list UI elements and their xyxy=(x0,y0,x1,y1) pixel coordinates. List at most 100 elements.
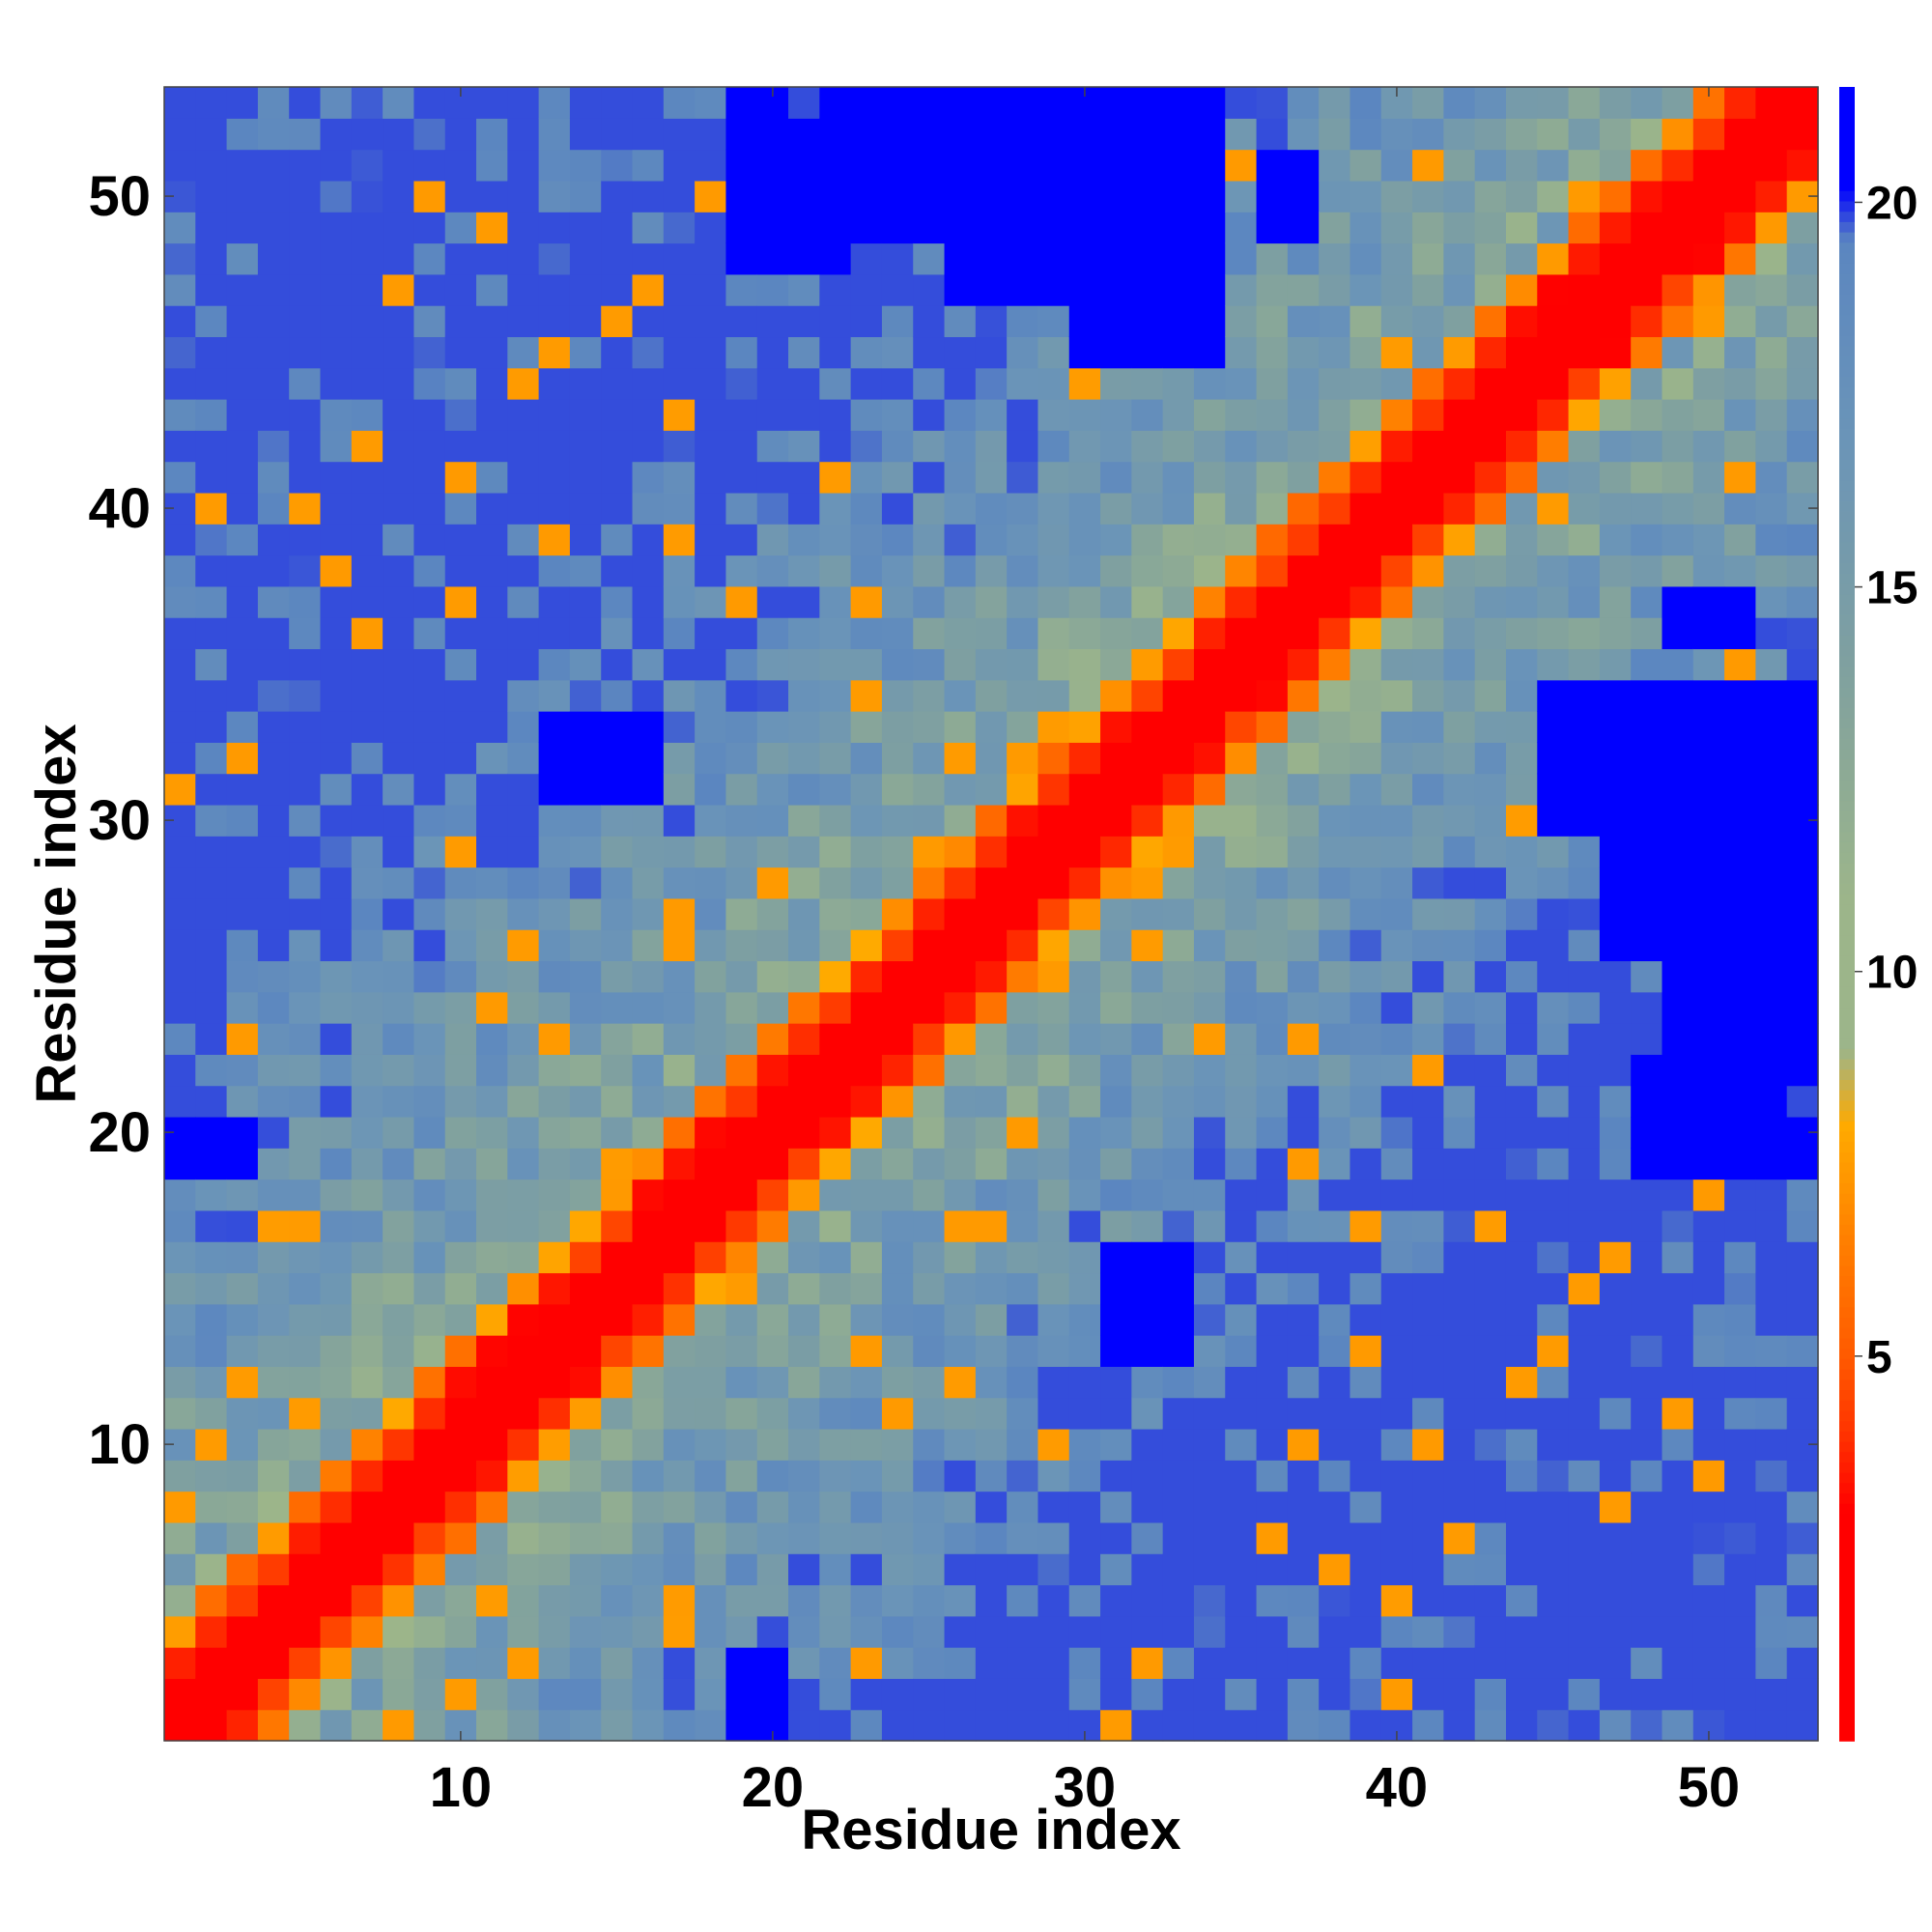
heatmap-cell xyxy=(538,1303,571,1336)
heatmap-cell xyxy=(1631,1366,1663,1399)
heatmap-cell xyxy=(1162,1521,1195,1554)
heatmap-cell xyxy=(850,1116,883,1149)
heatmap-cell xyxy=(413,399,446,431)
heatmap-cell xyxy=(601,991,634,1024)
heatmap-cell xyxy=(164,1148,196,1180)
heatmap-cell xyxy=(819,336,852,369)
heatmap-cell xyxy=(663,149,696,182)
heatmap-cell xyxy=(1662,1241,1694,1274)
heatmap-cell xyxy=(1724,804,1756,837)
heatmap-cell xyxy=(1007,1241,1039,1274)
heatmap-cell xyxy=(351,149,384,182)
heatmap-cell xyxy=(663,1553,696,1586)
heatmap-cell xyxy=(1007,399,1039,431)
heatmap-cell xyxy=(1505,1148,1538,1180)
heatmap-cell xyxy=(944,617,977,650)
heatmap-cell xyxy=(1007,1584,1039,1617)
heatmap-cell xyxy=(507,679,540,712)
heatmap-cell xyxy=(695,617,727,650)
heatmap-cell xyxy=(1131,87,1164,119)
heatmap-cell xyxy=(1786,273,1819,306)
heatmap-cell xyxy=(476,1241,508,1274)
heatmap-cell xyxy=(1631,1460,1663,1492)
heatmap-cell xyxy=(695,273,727,306)
heatmap-cell xyxy=(695,1335,727,1367)
heatmap-cell xyxy=(632,1553,665,1586)
heatmap-cell xyxy=(695,1428,727,1461)
heatmap-cell xyxy=(695,1148,727,1180)
heatmap-cell xyxy=(195,461,228,494)
heatmap-cell xyxy=(257,180,290,213)
heatmap-cell xyxy=(383,1709,415,1742)
heatmap-cell xyxy=(164,273,196,306)
colorbar-segment xyxy=(1839,1544,1855,1556)
heatmap-cell xyxy=(1537,367,1570,400)
heatmap-cell xyxy=(320,367,353,400)
heatmap-cell xyxy=(320,242,353,275)
heatmap-cell xyxy=(850,554,883,587)
heatmap-cell xyxy=(1412,1647,1444,1679)
heatmap-cell xyxy=(1662,1460,1694,1492)
heatmap-cell xyxy=(1505,991,1538,1024)
heatmap-cell xyxy=(1631,492,1663,525)
heatmap-cell xyxy=(1443,1553,1476,1586)
heatmap-cell xyxy=(1631,1678,1663,1711)
heatmap-cell xyxy=(601,1460,634,1492)
heatmap-cell xyxy=(195,804,228,837)
heatmap-cell xyxy=(320,897,353,930)
heatmap-cell xyxy=(351,1615,384,1648)
heatmap-cell xyxy=(1225,1023,1258,1055)
heatmap-cell xyxy=(1599,1054,1632,1087)
y-tick-label: 50 xyxy=(88,165,151,228)
heatmap-cell xyxy=(569,679,602,712)
heatmap-cell xyxy=(1568,554,1601,587)
heatmap-cell xyxy=(632,367,665,400)
heatmap-cell xyxy=(538,149,571,182)
heatmap-cell xyxy=(1287,1428,1320,1461)
heatmap-cell xyxy=(1225,212,1258,244)
heatmap-cell xyxy=(663,585,696,618)
heatmap-cell xyxy=(1007,1366,1039,1399)
heatmap-cell xyxy=(663,336,696,369)
heatmap-cell xyxy=(1007,1397,1039,1430)
heatmap-cell xyxy=(1412,399,1444,431)
heatmap-cell xyxy=(413,87,446,119)
heatmap-cell xyxy=(1350,1272,1382,1305)
heatmap-cell xyxy=(1162,1335,1195,1367)
heatmap-cell xyxy=(850,1428,883,1461)
heatmap-cell xyxy=(1007,711,1039,743)
heatmap-cell xyxy=(975,1397,1008,1430)
heatmap-cell xyxy=(257,399,290,431)
heatmap-cell xyxy=(1100,897,1132,930)
heatmap-cell xyxy=(819,804,852,837)
heatmap-cell xyxy=(1412,1303,1444,1336)
heatmap-cell xyxy=(569,367,602,400)
heatmap-cell xyxy=(320,554,353,587)
heatmap-cell xyxy=(507,836,540,868)
heatmap-cell xyxy=(507,1491,540,1523)
heatmap-cell xyxy=(1100,1179,1132,1211)
heatmap-cell xyxy=(1662,1209,1694,1242)
colorbar-segment xyxy=(1839,707,1855,719)
heatmap-cell xyxy=(226,180,259,213)
heatmap-cell xyxy=(975,1272,1008,1305)
heatmap-cell xyxy=(632,273,665,306)
heatmap-cell xyxy=(164,524,196,556)
heatmap-cell xyxy=(289,897,322,930)
heatmap-cell xyxy=(881,1116,914,1149)
heatmap-cell xyxy=(1631,1085,1663,1118)
colorbar-segment xyxy=(1839,345,1855,356)
heatmap-cell xyxy=(819,1709,852,1742)
colorbar-segment xyxy=(1839,1130,1855,1143)
heatmap-cell xyxy=(819,1085,852,1118)
heatmap-cell xyxy=(1068,617,1101,650)
heatmap-cell xyxy=(663,554,696,587)
heatmap-cell xyxy=(1131,1023,1164,1055)
heatmap-cell xyxy=(975,617,1008,650)
heatmap-cell xyxy=(1537,1428,1570,1461)
heatmap-cell xyxy=(663,1491,696,1523)
heatmap-cell xyxy=(881,180,914,213)
heatmap-cell xyxy=(1380,773,1413,806)
heatmap-cell xyxy=(1412,367,1444,400)
heatmap-cell xyxy=(788,1148,820,1180)
